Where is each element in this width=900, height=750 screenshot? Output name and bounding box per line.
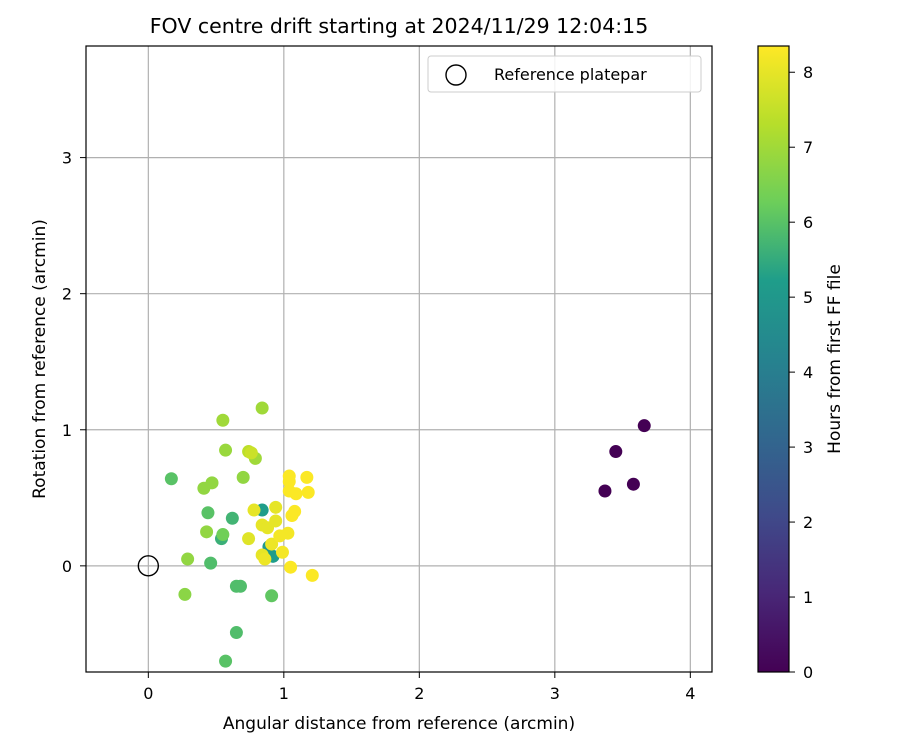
y-tick-label: 3 bbox=[62, 149, 72, 168]
x-axis-label: Angular distance from reference (arcmin) bbox=[223, 714, 575, 734]
data-point bbox=[200, 525, 214, 539]
data-points bbox=[164, 401, 651, 668]
data-point bbox=[282, 469, 296, 483]
x-tick-label: 1 bbox=[279, 684, 289, 703]
data-point bbox=[247, 503, 261, 517]
data-point bbox=[216, 413, 230, 427]
reference-marker bbox=[137, 555, 160, 577]
data-point bbox=[233, 579, 247, 593]
legend: Reference platepar bbox=[427, 55, 702, 93]
data-point bbox=[216, 528, 230, 542]
data-point bbox=[181, 552, 195, 566]
colorbar-tick-label: 1 bbox=[803, 588, 813, 607]
data-point bbox=[205, 476, 219, 490]
colorbar-ticks: 0 1 2 3 4 5 6 7 8 bbox=[789, 63, 813, 682]
data-point bbox=[637, 419, 651, 433]
legend-reference-marker bbox=[445, 64, 467, 86]
colorbar-tick-label: 3 bbox=[803, 438, 813, 457]
y-axis-ticks: 0 1 2 3 bbox=[62, 149, 86, 576]
data-point bbox=[626, 477, 640, 491]
colorbar-tick-label: 7 bbox=[803, 138, 813, 157]
data-point bbox=[236, 470, 250, 484]
data-point bbox=[301, 485, 315, 499]
legend-label: Reference platepar bbox=[494, 65, 647, 84]
colorbar-label: Hours from first FF file bbox=[825, 264, 845, 454]
plot-area bbox=[86, 46, 712, 672]
data-point bbox=[219, 443, 233, 457]
colorbar-tick-label: 0 bbox=[803, 663, 813, 682]
y-axis-label: Rotation from reference (arcmin) bbox=[30, 219, 50, 499]
data-point bbox=[178, 587, 192, 601]
data-point bbox=[275, 545, 289, 559]
data-point bbox=[225, 511, 239, 525]
x-tick-label: 3 bbox=[550, 684, 560, 703]
data-point bbox=[229, 626, 243, 640]
y-tick-label: 2 bbox=[62, 285, 72, 304]
colorbar-tick-label: 8 bbox=[803, 63, 813, 82]
data-point bbox=[265, 589, 279, 603]
data-point bbox=[255, 401, 269, 415]
chart-title: FOV centre drift starting at 2024/11/29 … bbox=[150, 14, 649, 38]
data-point bbox=[289, 487, 303, 501]
data-point bbox=[164, 472, 178, 486]
colorbar: 0 1 2 3 4 5 6 7 8 Hours from first FF file bbox=[757, 45, 845, 682]
data-point bbox=[288, 504, 302, 518]
data-point bbox=[305, 568, 319, 582]
grid bbox=[86, 46, 712, 672]
reference-marker-group bbox=[137, 555, 160, 577]
data-point bbox=[598, 484, 612, 498]
data-point bbox=[300, 470, 314, 484]
colorbar-tick-label: 6 bbox=[803, 213, 813, 232]
data-point bbox=[281, 526, 295, 540]
x-tick-label: 2 bbox=[414, 684, 424, 703]
data-point bbox=[269, 514, 283, 528]
data-point bbox=[219, 654, 233, 668]
data-point bbox=[204, 556, 218, 570]
colorbar-tick-label: 2 bbox=[803, 513, 813, 532]
y-tick-label: 0 bbox=[62, 557, 72, 576]
colorbar-tick-label: 4 bbox=[803, 363, 813, 382]
colorbar-tick-label: 5 bbox=[803, 288, 813, 307]
data-point bbox=[284, 560, 298, 574]
data-point bbox=[269, 500, 283, 514]
data-point bbox=[258, 552, 272, 566]
x-tick-label: 4 bbox=[685, 684, 695, 703]
data-point bbox=[609, 445, 623, 459]
x-tick-label: 0 bbox=[143, 684, 153, 703]
y-tick-label: 1 bbox=[62, 421, 72, 440]
data-point bbox=[242, 532, 256, 546]
data-point bbox=[265, 537, 279, 551]
plot-frame bbox=[85, 45, 713, 673]
data-point bbox=[201, 506, 215, 520]
data-point bbox=[244, 446, 258, 460]
colorbar-gradient bbox=[757, 45, 790, 673]
legend-box bbox=[427, 55, 702, 93]
x-axis-ticks: 0 1 2 3 4 bbox=[143, 672, 695, 703]
